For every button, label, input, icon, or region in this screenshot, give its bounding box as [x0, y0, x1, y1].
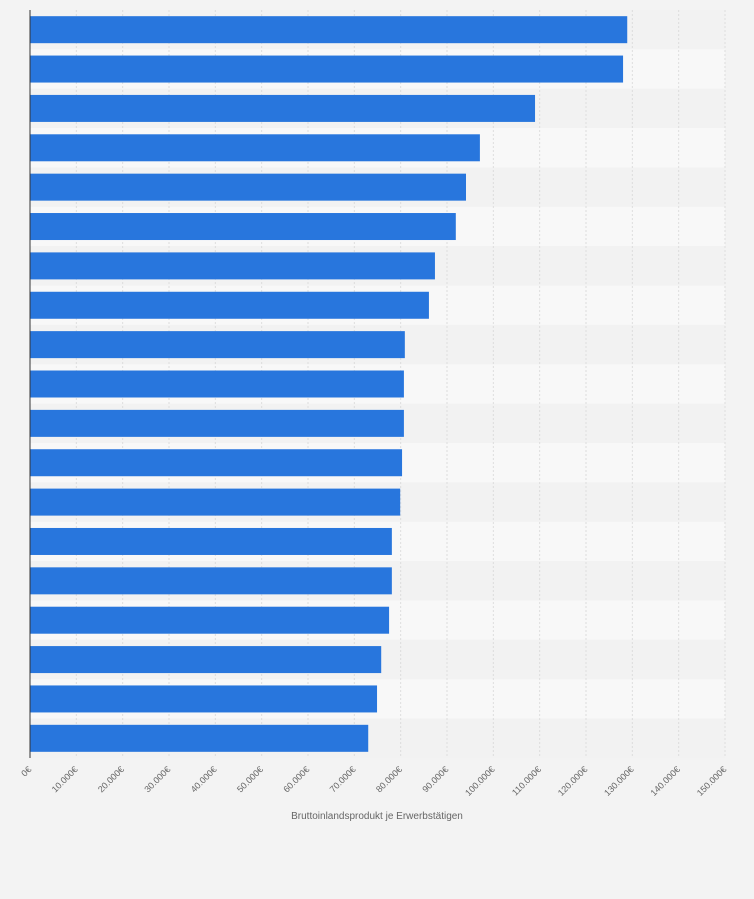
bar[interactable] — [30, 291, 429, 319]
x-tick-label: 140.000€ — [648, 764, 682, 798]
x-tick-label: 30.000€ — [142, 764, 172, 794]
x-tick-label: 40.000€ — [189, 764, 219, 794]
bar[interactable] — [30, 16, 628, 44]
x-tick-label: 20.000€ — [96, 764, 126, 794]
bar[interactable] — [30, 527, 392, 555]
bar[interactable] — [30, 134, 480, 162]
x-tick-label: 110.000€ — [510, 764, 543, 797]
bar[interactable] — [30, 488, 401, 516]
bar[interactable] — [30, 173, 466, 201]
x-tick-label: 0€ — [19, 764, 33, 778]
x-tick-label: 100.000€ — [463, 764, 497, 798]
x-tick-label: 90.000€ — [420, 764, 450, 794]
x-tick-label: 130.000€ — [602, 764, 636, 798]
bar[interactable] — [30, 331, 405, 359]
x-tick-label: 150.000€ — [695, 764, 729, 798]
x-tick-label: 60.000€ — [281, 764, 311, 794]
bar[interactable] — [30, 606, 390, 634]
bar[interactable] — [30, 94, 536, 122]
x-tick-label: 50.000€ — [235, 764, 265, 794]
bar[interactable] — [30, 646, 382, 674]
x-tick-label: 80.000€ — [374, 764, 404, 794]
x-tick-label: 120.000€ — [556, 764, 590, 798]
bar[interactable] — [30, 213, 456, 241]
bar[interactable] — [30, 370, 404, 398]
bar[interactable] — [30, 55, 624, 83]
x-axis-label: Bruttoinlandsprodukt je Erwerbstätigen — [291, 811, 463, 822]
bar[interactable] — [30, 567, 392, 595]
bar[interactable] — [30, 685, 378, 713]
x-tick-label: 70.000€ — [328, 764, 358, 794]
bar[interactable] — [30, 252, 435, 280]
x-tick-label: 10.000€ — [50, 764, 80, 794]
bar[interactable] — [30, 409, 404, 437]
bar[interactable] — [30, 724, 369, 752]
bar[interactable] — [30, 449, 403, 477]
